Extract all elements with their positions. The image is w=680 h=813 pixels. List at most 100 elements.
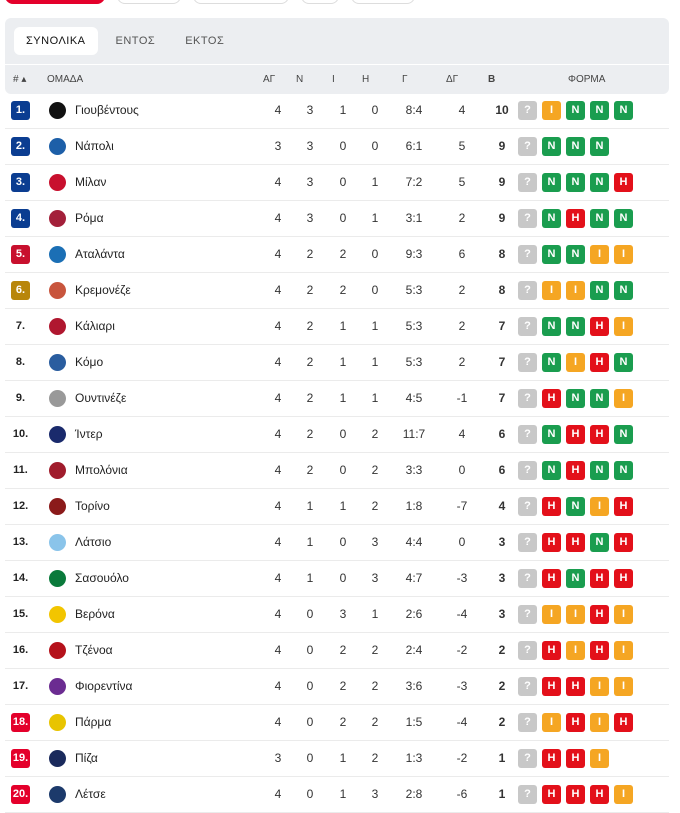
table-row[interactable]: 15. Βερόνα 4 0 3 1 2:6 -4 3? I I H I [5,597,669,633]
form-badge[interactable]: H [566,713,585,732]
filter-pill[interactable] [351,0,415,4]
form-badge[interactable]: ? [518,713,537,732]
table-row[interactable]: 10. Ίντερ 4 2 0 2 11:7 4 6? N H H N [5,417,669,453]
team-name[interactable]: Φιορεντίνα [75,679,133,693]
form-badge[interactable]: H [614,713,633,732]
form-badge[interactable]: I [542,605,561,624]
form-badge[interactable]: I [614,785,633,804]
form-badge[interactable]: N [590,389,609,408]
form-badge[interactable]: N [566,137,585,156]
table-row[interactable]: 12. Τορίνο 4 1 1 2 1:8 -7 4? H N I H [5,489,669,525]
team-name[interactable]: Τζένοα [75,643,113,657]
form-badge[interactable]: N [614,461,633,480]
team-name[interactable]: Λάτσιο [75,535,112,549]
form-badge[interactable]: ? [518,173,537,192]
form-badge[interactable]: ? [518,641,537,660]
form-badge[interactable]: H [542,533,561,552]
form-badge[interactable]: ? [518,245,537,264]
form-badge[interactable]: H [590,785,609,804]
table-row[interactable]: 4. Ρόμα 4 3 0 1 3:1 2 9? N H N N [5,201,669,237]
table-row[interactable]: 5. Αταλάντα 4 2 2 0 9:3 6 8? N N I I [5,237,669,273]
form-badge[interactable]: I [566,281,585,300]
team-name[interactable]: Τορίνο [75,499,110,513]
form-badge[interactable]: I [590,749,609,768]
team-name[interactable]: Λέτσε [75,787,106,801]
form-badge[interactable]: ? [518,605,537,624]
form-badge[interactable]: I [542,281,561,300]
filter-pill[interactable] [117,0,181,4]
form-badge[interactable]: H [566,209,585,228]
form-badge[interactable]: ? [518,317,537,336]
table-row[interactable]: 9. Ουντινέζε 4 2 1 1 4:5 -1 7? H N N I [5,381,669,417]
form-badge[interactable]: N [590,461,609,480]
form-badge[interactable]: I [614,317,633,336]
form-badge[interactable]: H [542,389,561,408]
table-row[interactable]: 19. Πίζα 3 0 1 2 1:3 -2 1? H H I [5,741,669,777]
form-badge[interactable]: H [590,641,609,660]
form-badge[interactable]: ? [518,425,537,444]
form-badge[interactable]: N [542,245,561,264]
form-badge[interactable]: ? [518,785,537,804]
form-badge[interactable]: H [542,569,561,588]
team-name[interactable]: Μίλαν [75,175,107,189]
form-badge[interactable]: ? [518,281,537,300]
form-badge[interactable]: N [614,209,633,228]
filter-pill[interactable] [301,0,339,4]
team-name[interactable]: Ρόμα [75,211,104,225]
form-badge[interactable]: N [566,317,585,336]
form-badge[interactable]: N [590,281,609,300]
team-name[interactable]: Γιουβέντους [75,103,139,117]
form-badge[interactable]: I [566,353,585,372]
form-badge[interactable]: ? [518,101,537,120]
form-badge[interactable]: N [590,209,609,228]
form-badge[interactable]: H [590,353,609,372]
team-name[interactable]: Ουντινέζε [75,391,127,405]
form-badge[interactable]: H [590,605,609,624]
form-badge[interactable]: H [542,749,561,768]
form-badge[interactable]: N [566,389,585,408]
form-badge[interactable]: ? [518,389,537,408]
form-badge[interactable]: I [614,389,633,408]
form-badge[interactable]: N [542,137,561,156]
form-badge[interactable]: N [614,281,633,300]
tab-overall[interactable]: ΣΥΝΟΛΙΚΑ [14,27,98,55]
team-name[interactable]: Κάλιαρι [75,319,115,333]
team-name[interactable]: Σασουόλο [75,571,129,585]
form-badge[interactable]: H [590,569,609,588]
form-badge[interactable]: N [542,209,561,228]
form-badge[interactable]: H [566,749,585,768]
form-badge[interactable]: I [614,641,633,660]
team-name[interactable]: Μπολόνια [75,463,128,477]
team-name[interactable]: Νάπολι [75,139,114,153]
table-row[interactable]: 17. Φιορεντίνα 4 0 2 2 3:6 -3 2? H H I I [5,669,669,705]
form-badge[interactable]: N [542,425,561,444]
form-badge[interactable]: I [614,605,633,624]
table-row[interactable]: 1. Γιουβέντους 4 3 1 0 8:4 4 10? I N N N [5,93,669,129]
table-row[interactable]: 20. Λέτσε 4 0 1 3 2:8 -6 1? H H H I [5,777,669,813]
tab-home[interactable]: ΕΝΤΟΣ [115,35,156,47]
team-name[interactable]: Βερόνα [75,607,115,621]
form-badge[interactable]: H [542,641,561,660]
form-badge[interactable]: ? [518,461,537,480]
form-badge[interactable]: N [566,173,585,192]
form-badge[interactable]: H [614,533,633,552]
form-badge[interactable]: H [566,425,585,444]
filter-pill-active[interactable] [5,0,105,4]
form-badge[interactable]: H [590,425,609,444]
form-badge[interactable]: I [590,497,609,516]
table-row[interactable]: 13. Λάτσιο 4 1 0 3 4:4 0 3? H H N H [5,525,669,561]
team-name[interactable]: Αταλάντα [75,247,125,261]
form-badge[interactable]: N [542,353,561,372]
form-badge[interactable]: N [590,101,609,120]
form-badge[interactable]: N [566,569,585,588]
table-row[interactable]: 16. Τζένοα 4 0 2 2 2:4 -2 2? H I H I [5,633,669,669]
col-rank[interactable]: # ▴ [13,74,27,85]
form-badge[interactable]: ? [518,353,537,372]
form-badge[interactable]: H [542,677,561,696]
form-badge[interactable]: I [566,605,585,624]
form-badge[interactable]: H [614,173,633,192]
form-badge[interactable]: ? [518,533,537,552]
form-badge[interactable]: I [614,677,633,696]
table-row[interactable]: 14. Σασουόλο 4 1 0 3 4:7 -3 3? H N H H [5,561,669,597]
form-badge[interactable]: I [590,713,609,732]
